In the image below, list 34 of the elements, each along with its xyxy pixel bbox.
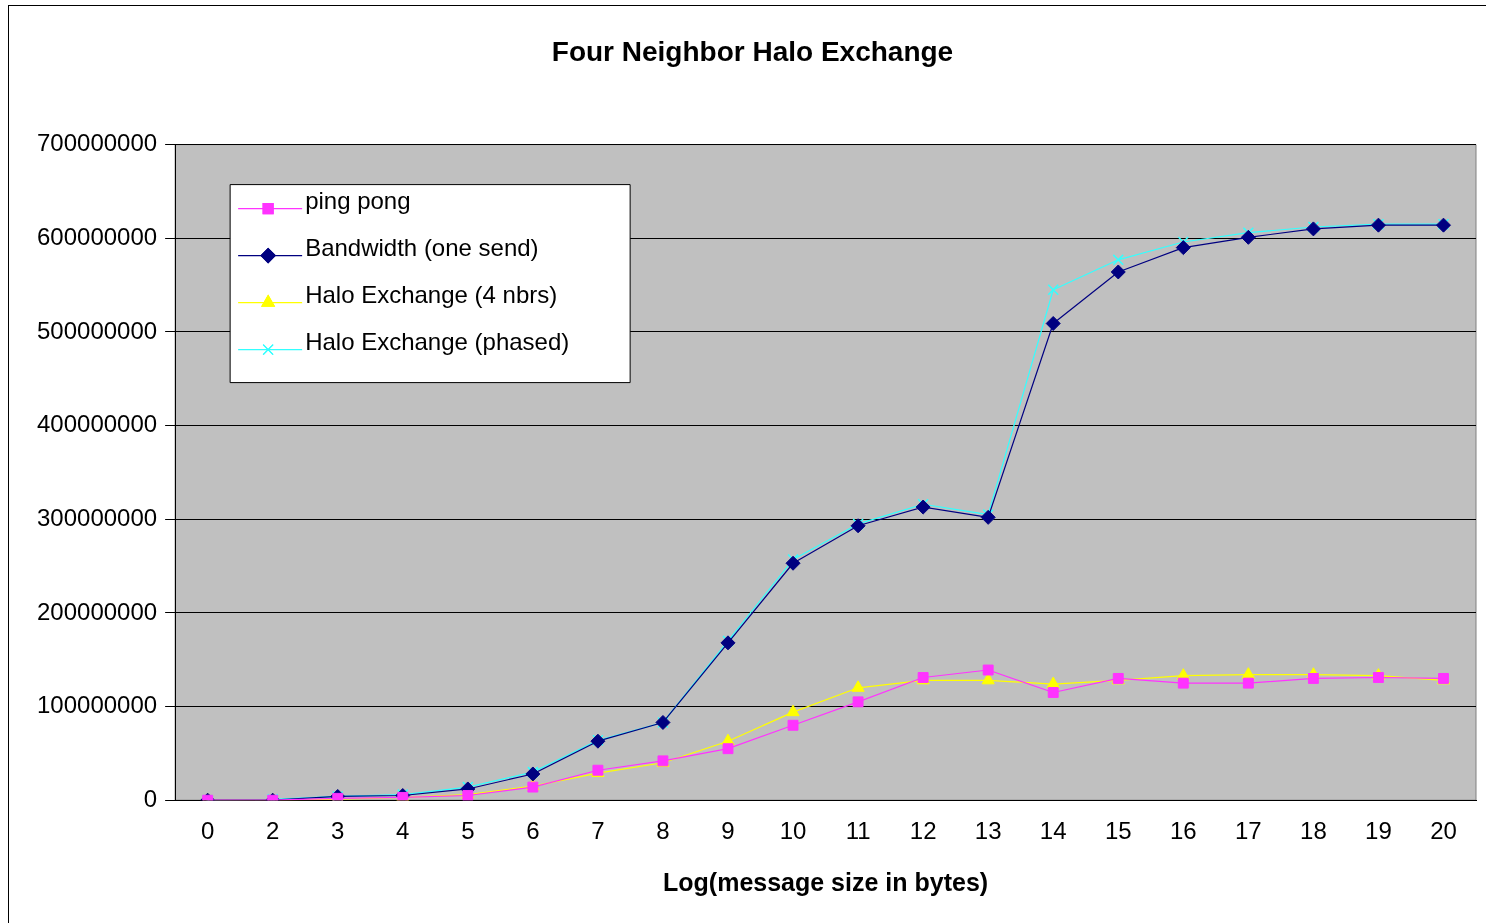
x-tick-label: 4 [396, 817, 410, 845]
y-tick-label: 500000000 [36, 316, 158, 344]
x-tick-label: 17 [1235, 817, 1262, 845]
legend-label: Halo Exchange (phased) [305, 328, 570, 356]
x-tick-label: 3 [331, 817, 345, 845]
y-tick-label: 200000000 [36, 597, 158, 625]
x-tick-label: 10 [779, 817, 807, 845]
y-tick-label: 600000000 [36, 222, 158, 250]
x-tick-label: 20 [1430, 817, 1457, 845]
x-tick-label: 12 [909, 817, 937, 845]
x-tick-label: 13 [974, 817, 1002, 845]
x-tick-label: 14 [1039, 817, 1067, 845]
x-tick-label: 2 [266, 817, 280, 845]
legend-label: ping pong [305, 187, 411, 215]
y-tick-label: 700000000 [36, 129, 158, 157]
x-tick-label: 15 [1104, 817, 1132, 845]
chart-title: Four Neighbor Halo Exchange [551, 35, 954, 67]
x-tick-label: 6 [526, 817, 540, 845]
legend-label: Bandwidth (one send) [305, 234, 539, 262]
y-tick-label: 100000000 [36, 691, 158, 719]
x-axis-title: Log(message size in bytes) [663, 867, 989, 896]
x-tick-label: 7 [591, 817, 605, 845]
x-tick-label: 9 [721, 817, 735, 845]
x-tick-label: 5 [461, 817, 475, 845]
y-tick-label: 400000000 [36, 410, 158, 438]
x-tick-label: 19 [1365, 817, 1392, 845]
y-tick-label: 0 [143, 784, 158, 812]
x-tick-label: 8 [656, 817, 670, 845]
x-tick-label: 18 [1300, 817, 1327, 845]
y-tick-label: 300000000 [36, 503, 158, 531]
x-tick-label: 0 [200, 817, 215, 845]
legend-label: Halo Exchange (4 nbrs) [305, 281, 558, 309]
x-tick-label: 11 [845, 817, 871, 845]
x-tick-label: 16 [1169, 817, 1197, 845]
